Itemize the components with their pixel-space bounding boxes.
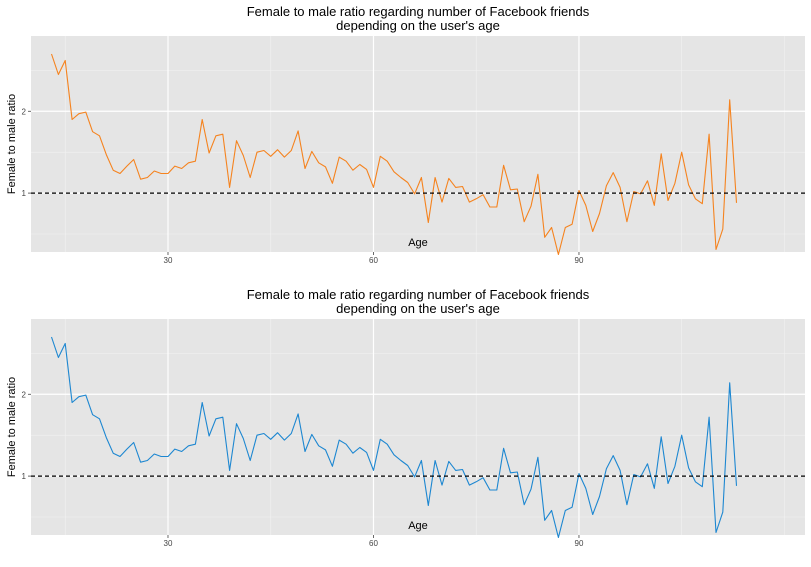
y-axis-title: Female to male ratio xyxy=(6,94,18,194)
y-tick-label: 1 xyxy=(22,472,27,481)
chart-title-line-1: Female to male ratio regarding number of… xyxy=(247,287,590,302)
x-tick-label: 90 xyxy=(575,539,584,548)
x-axis-title: Age xyxy=(408,520,428,532)
chart-panel-1: Female to male ratio regarding number of… xyxy=(6,4,805,265)
chart-panel-2: Female to male ratio regarding number of… xyxy=(6,287,805,548)
x-tick-label: 30 xyxy=(164,539,173,548)
x-tick-label: 60 xyxy=(369,256,378,265)
plot-background xyxy=(31,36,805,252)
y-tick-label: 2 xyxy=(22,390,27,399)
x-tick-label: 30 xyxy=(164,256,173,265)
y-tick-label: 1 xyxy=(22,189,27,198)
plot-background xyxy=(31,319,805,535)
y-tick-label: 2 xyxy=(22,107,27,116)
series-line xyxy=(50,336,738,539)
chart-title-line-1: Female to male ratio regarding number of… xyxy=(247,4,590,19)
y-axis-title: Female to male ratio xyxy=(6,377,18,477)
x-tick-label: 60 xyxy=(369,539,378,548)
chart-title-line-2: depending on the user's age xyxy=(336,18,500,33)
x-tick-label: 90 xyxy=(575,256,584,265)
series-line xyxy=(50,53,738,256)
chart-title-line-2: depending on the user's age xyxy=(336,301,500,316)
x-axis-title: Age xyxy=(408,237,428,249)
